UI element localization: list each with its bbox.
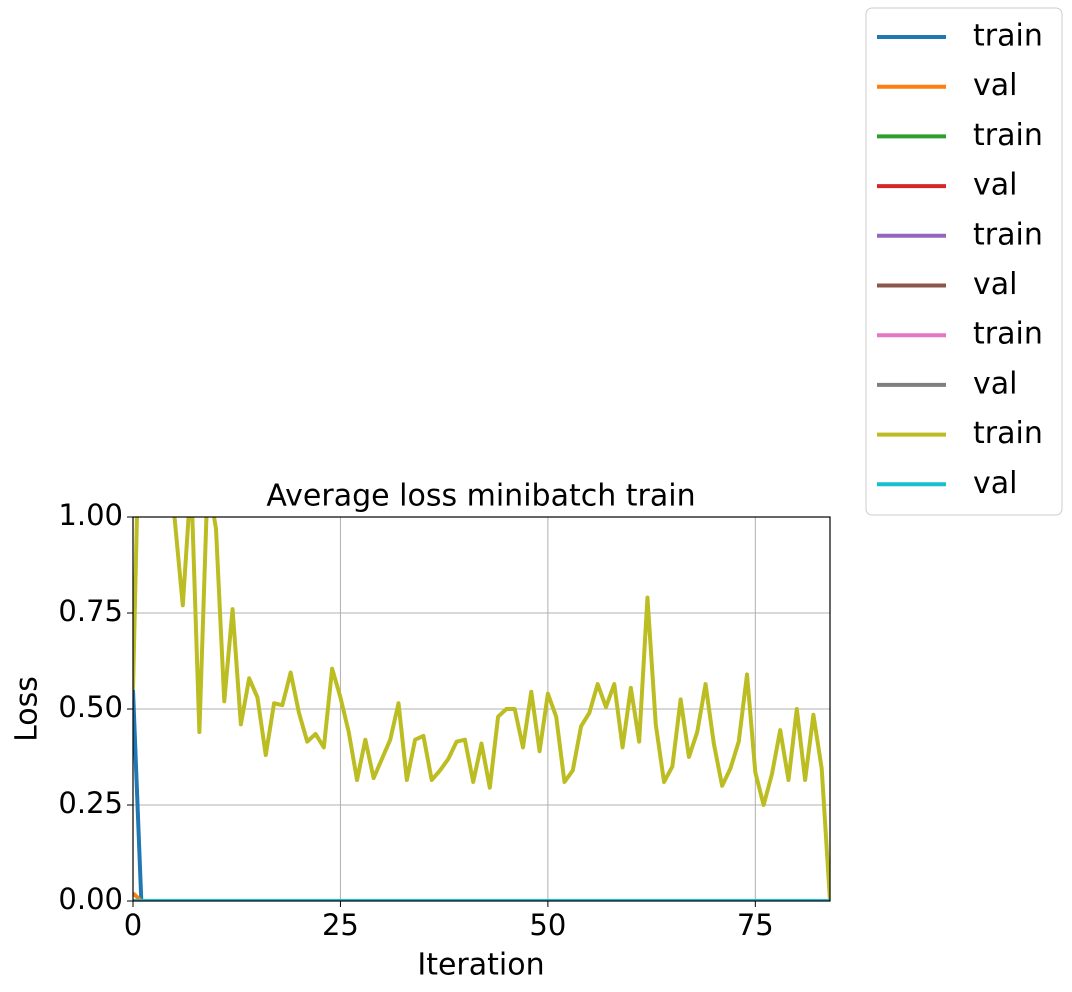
x-tick-label: 50 [529,908,566,942]
legend-label: train [973,19,1043,54]
lines [133,517,830,901]
x-tick-label: 25 [322,908,359,942]
chart-title: Average loss minibatch train [266,479,695,514]
x-axis-label: Iteration [417,948,544,983]
x-tick-label: 0 [124,908,142,942]
legend-label: train [973,317,1043,352]
y-tick-label: 0.75 [58,594,123,628]
legend-label: val [973,466,1017,501]
y-tick-label: 0.00 [58,882,123,916]
legend-label: val [973,68,1017,103]
legend-label: val [973,366,1017,401]
y-tick-label: 1.00 [58,498,123,532]
legend-label: val [973,267,1017,302]
legend-label: val [973,168,1017,203]
series-line [133,517,830,901]
y-tick-label: 0.50 [58,690,123,724]
legend: train val train val train val train val train val [865,7,1063,516]
ticks: 0 25 50 75 0.00 0.25 0.50 0.75 1.00 [58,498,773,942]
legend-label: train [973,118,1043,153]
legend-label: train [973,217,1043,252]
x-tick-label: 75 [737,908,774,942]
y-tick-label: 0.25 [58,786,123,820]
y-axis-label: Loss [10,676,45,742]
legend-label: train [973,416,1043,451]
